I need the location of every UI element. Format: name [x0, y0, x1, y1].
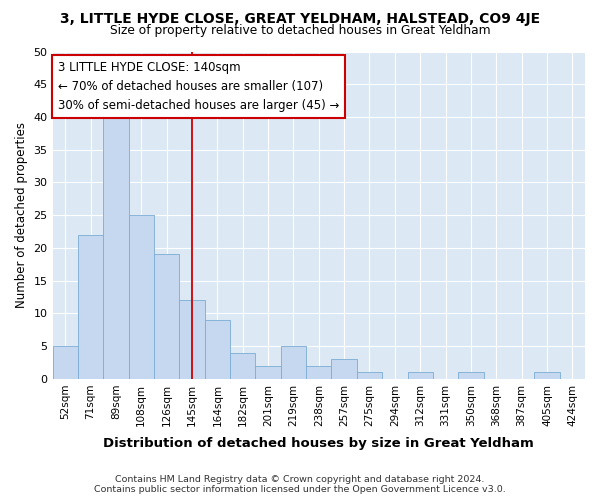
Text: 3 LITTLE HYDE CLOSE: 140sqm
← 70% of detached houses are smaller (107)
30% of se: 3 LITTLE HYDE CLOSE: 140sqm ← 70% of det… — [58, 62, 339, 112]
Bar — [128, 215, 154, 379]
Bar — [154, 254, 179, 379]
Y-axis label: Number of detached properties: Number of detached properties — [15, 122, 28, 308]
Bar — [458, 372, 484, 379]
Bar — [306, 366, 331, 379]
Bar — [534, 372, 560, 379]
Bar — [78, 235, 103, 379]
Bar — [407, 372, 433, 379]
Bar — [53, 346, 78, 379]
Bar — [357, 372, 382, 379]
Bar — [103, 110, 128, 379]
X-axis label: Distribution of detached houses by size in Great Yeldham: Distribution of detached houses by size … — [103, 437, 534, 450]
Text: Contains HM Land Registry data © Crown copyright and database right 2024.
Contai: Contains HM Land Registry data © Crown c… — [94, 474, 506, 494]
Bar — [179, 300, 205, 379]
Text: Size of property relative to detached houses in Great Yeldham: Size of property relative to detached ho… — [110, 24, 490, 37]
Bar — [205, 320, 230, 379]
Text: 3, LITTLE HYDE CLOSE, GREAT YELDHAM, HALSTEAD, CO9 4JE: 3, LITTLE HYDE CLOSE, GREAT YELDHAM, HAL… — [60, 12, 540, 26]
Bar — [281, 346, 306, 379]
Bar — [331, 360, 357, 379]
Bar — [256, 366, 281, 379]
Bar — [230, 352, 256, 379]
